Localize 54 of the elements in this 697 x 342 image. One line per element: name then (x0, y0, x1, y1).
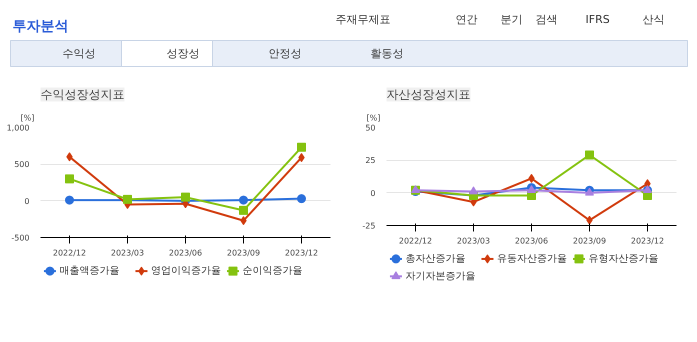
y-tick-label: 0 (370, 188, 376, 198)
point (66, 152, 73, 162)
x-tick-label: 2022/12 (398, 236, 432, 246)
y-tick-label: 0 (24, 196, 30, 206)
y-tick-label: 50 (365, 124, 376, 132)
x-tick-label: 2023/03 (456, 236, 490, 246)
point (240, 216, 247, 226)
text: 분기 (500, 13, 522, 26)
point (586, 216, 593, 225)
point (298, 153, 305, 162)
legend-label: 순이익증가율 (242, 266, 302, 277)
x-tick-label: 2023/09 (226, 248, 260, 258)
y-tick-label: 25 (365, 156, 376, 166)
legend-label: 총자산증가율 (405, 253, 466, 264)
point (239, 206, 248, 215)
y-axis-title: [%] (20, 114, 34, 122)
text: 안정성 (268, 47, 302, 60)
x-tick-label: 2023/09 (572, 236, 606, 246)
point (297, 142, 306, 152)
y-tick-label: -25 (362, 222, 376, 230)
point (239, 196, 248, 205)
point (181, 192, 190, 202)
chart-title: 자산성장성지표 (386, 88, 470, 102)
text: 투자분석 (12, 18, 68, 34)
x-tick-label: 2023/03 (110, 248, 144, 258)
y-tick-label: -500 (11, 234, 30, 242)
x-tick-label: 2023/06 (514, 236, 548, 246)
legend-label: 자기자본증가율 (405, 270, 476, 282)
legend-label: 유형자산증가율 (588, 253, 658, 264)
x-tick-label: 2023/12 (630, 236, 664, 246)
text: 주재무제표 (336, 13, 390, 26)
x-tick-label: 2023/12 (284, 248, 318, 258)
point (65, 174, 74, 184)
text: IFRS (586, 13, 610, 26)
point (297, 194, 306, 204)
x-tick-label: 2022/12 (52, 248, 86, 258)
legend-label: 유동자산증가율 (496, 253, 567, 264)
text: 검색 (536, 13, 558, 26)
text: 성장성 (166, 47, 200, 60)
legend-label: 영업이익증가율 (150, 266, 221, 277)
y-tick-label: 500 (14, 160, 30, 170)
text: 산식 (642, 13, 664, 26)
point (469, 186, 478, 194)
text: 활동성 (370, 47, 404, 60)
text: 수익성 (62, 47, 96, 60)
x-tick-label: 2023/06 (168, 248, 202, 258)
text: 연간 (456, 13, 478, 26)
legend-label: 매출액증가율 (59, 266, 120, 277)
y-axis-title: [%] (366, 114, 380, 122)
point (528, 174, 535, 183)
y-tick-label: 1,000 (6, 124, 30, 132)
point (585, 150, 594, 160)
point (65, 196, 74, 205)
chart-title: 수익성장성지표 (40, 88, 124, 102)
